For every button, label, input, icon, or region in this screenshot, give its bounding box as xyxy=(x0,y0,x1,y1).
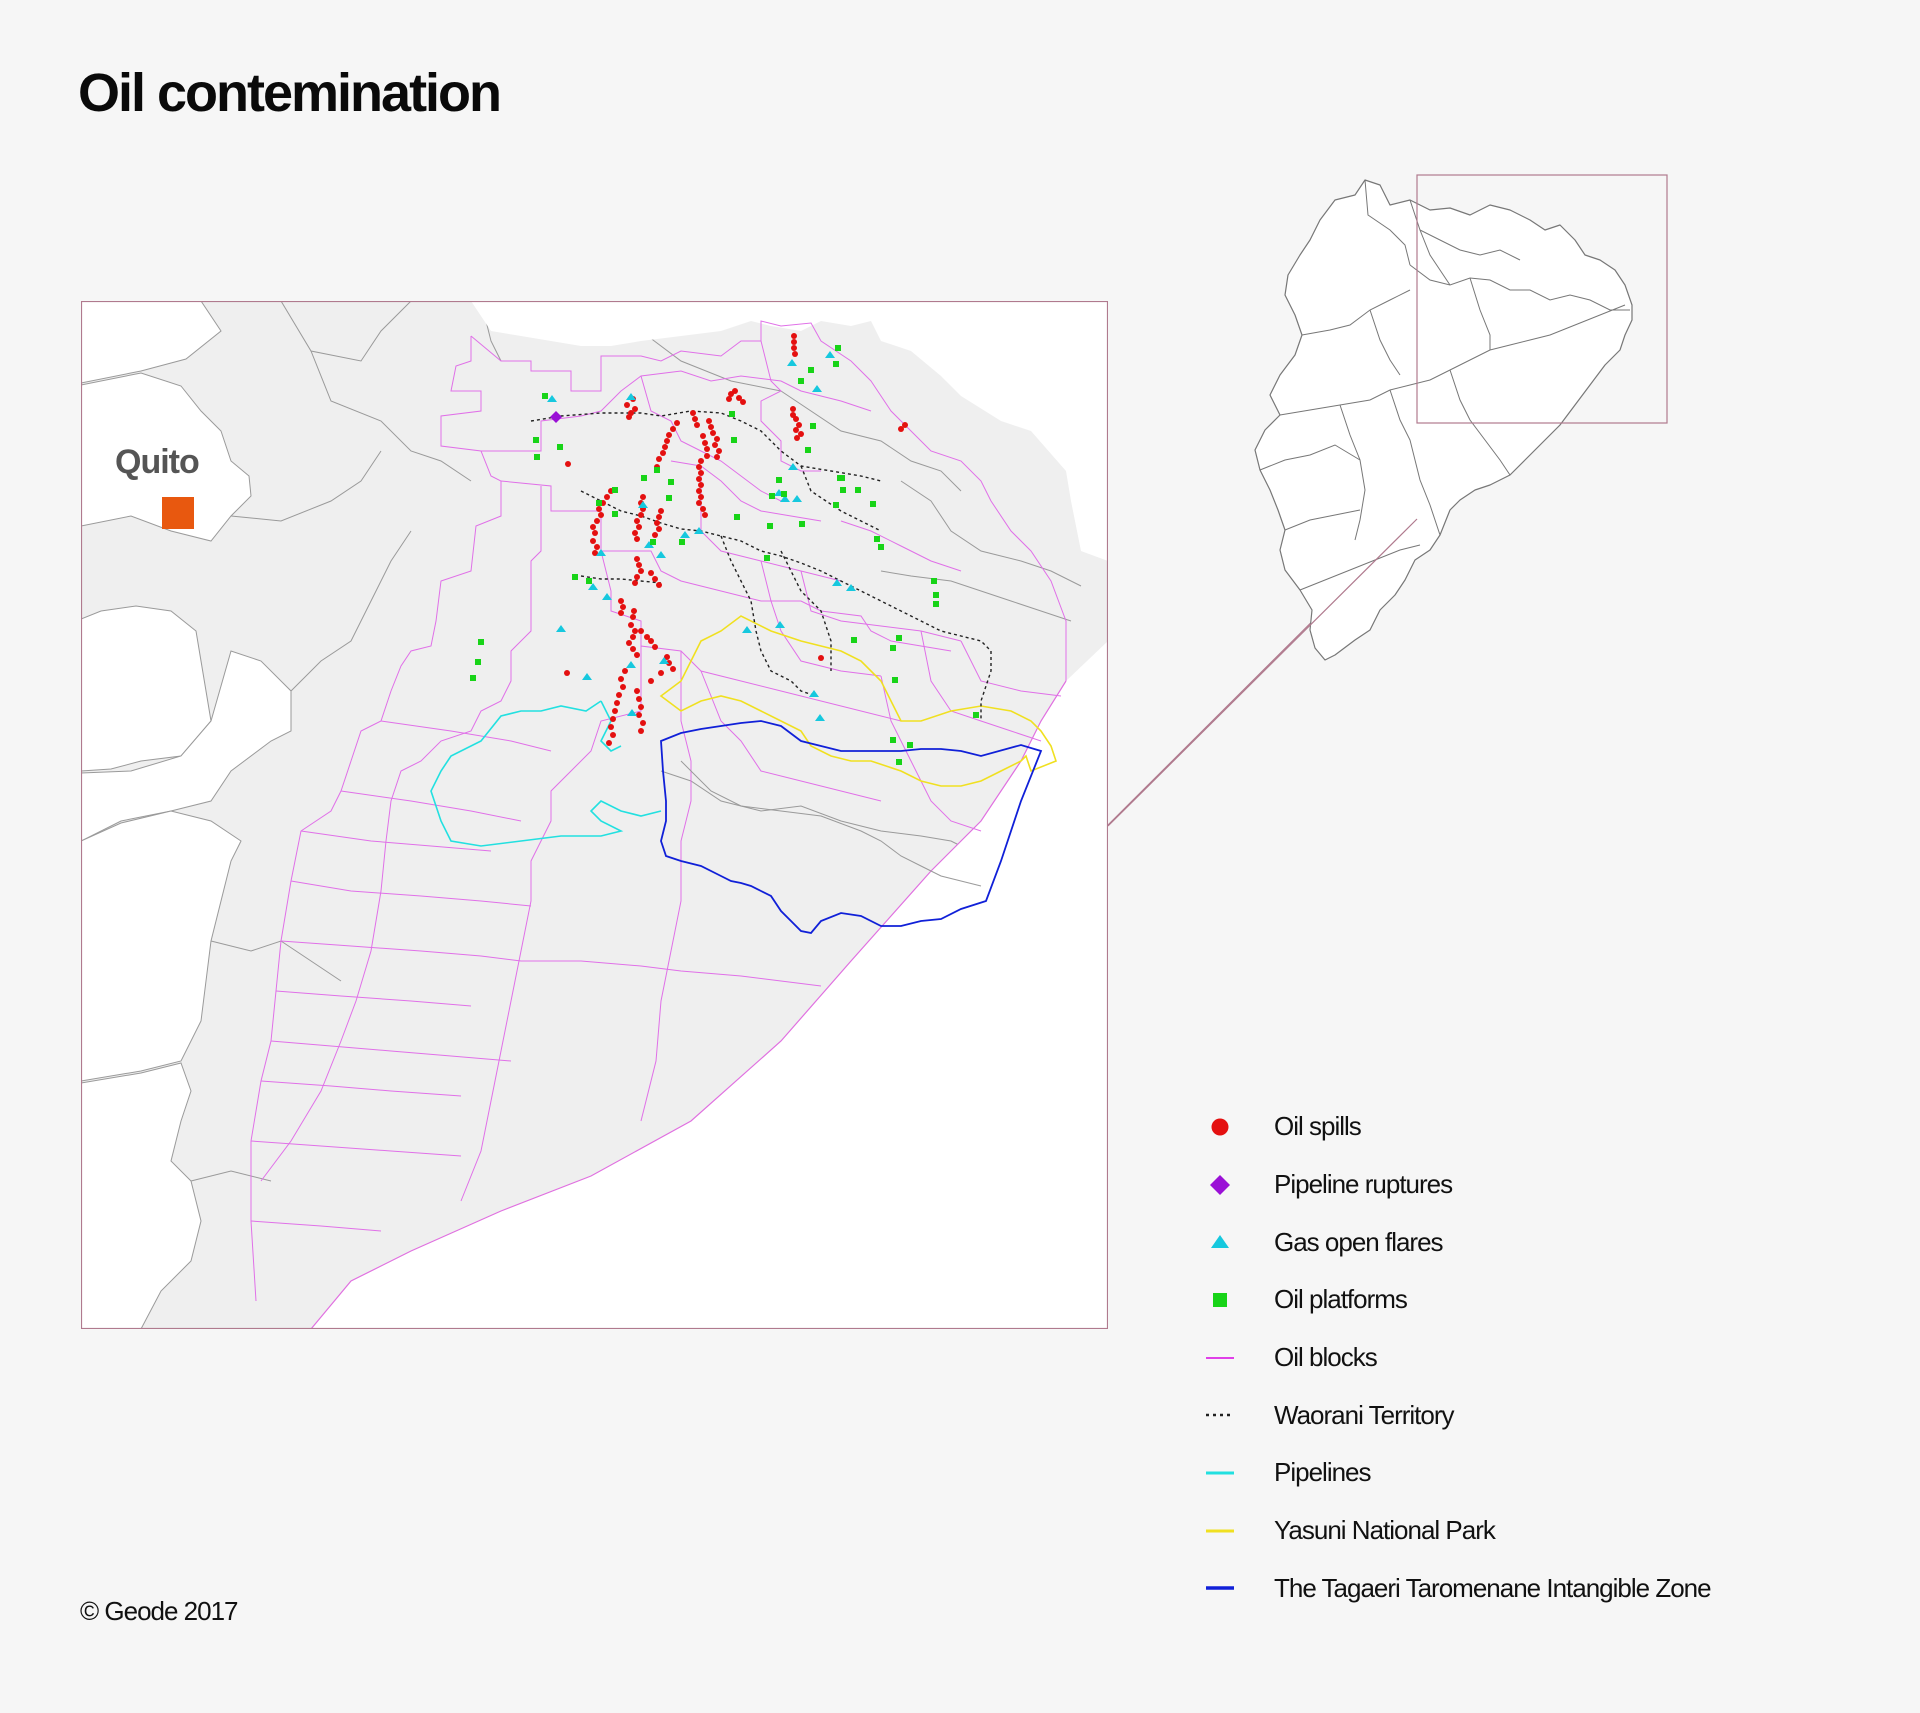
gas-open-flares xyxy=(547,351,856,721)
legend-label: Yasuni National Park xyxy=(1274,1515,1496,1546)
legend-item-gas-open-flares: Gas open flares xyxy=(1200,1213,1900,1271)
oil-spills xyxy=(564,333,908,746)
legend-label: Gas open flares xyxy=(1274,1226,1444,1257)
legend-label: Oil blocks xyxy=(1274,1342,1378,1373)
map-legend: Oil spills Pipeline ruptures Gas open fl… xyxy=(1200,1098,1900,1617)
legend-label: Waorani Territory xyxy=(1274,1399,1454,1430)
tagaeri-line-icon xyxy=(1200,1573,1240,1603)
oil-spill-icon xyxy=(1200,1112,1240,1142)
legend-item-yasuni: Yasuni National Park xyxy=(1200,1502,1900,1560)
legend-label: The Tagaeri Taromenane Intangible Zone xyxy=(1274,1572,1712,1603)
oil-platform-icon xyxy=(1200,1285,1240,1315)
pipelines xyxy=(430,700,662,847)
waorani-territory xyxy=(530,410,992,721)
oil-blocks-line-icon xyxy=(1200,1343,1240,1373)
legend-item-tagaeri-zone: The Tagaeri Taromenane Intangible Zone xyxy=(1200,1560,1900,1618)
legend-item-oil-spills: Oil spills xyxy=(1200,1098,1900,1156)
legend-item-pipeline-ruptures: Pipeline ruptures xyxy=(1200,1156,1900,1214)
legend-label: Pipeline ruptures xyxy=(1274,1169,1453,1200)
ecuador-provinces xyxy=(1254,179,1633,661)
yasuni-line-icon xyxy=(1200,1516,1240,1546)
pipeline-rupture-marker xyxy=(550,411,562,423)
legend-item-pipelines: Pipelines xyxy=(1200,1444,1900,1502)
inset-map[interactable] xyxy=(1240,160,1760,700)
legend-item-oil-platforms: Oil platforms xyxy=(1200,1271,1900,1329)
river-line xyxy=(680,760,982,887)
legend-label: Pipelines xyxy=(1274,1457,1372,1488)
oil-platforms xyxy=(470,345,979,765)
inset-extent-box xyxy=(1416,174,1668,424)
tagaeri-taromenane-zone xyxy=(660,720,1043,934)
quito-label: Quito xyxy=(115,443,199,481)
legend-item-waorani-territory: Waorani Territory xyxy=(1200,1386,1900,1444)
legend-item-oil-blocks: Oil blocks xyxy=(1200,1329,1900,1387)
waorani-dotted-line-icon xyxy=(1200,1400,1240,1430)
main-map-frame xyxy=(81,301,1108,1329)
western-provinces xyxy=(81,301,292,1329)
legend-label: Oil platforms xyxy=(1274,1284,1408,1315)
legend-label: Oil spills xyxy=(1274,1111,1362,1142)
pipeline-line-icon xyxy=(1200,1458,1240,1488)
quito-marker[interactable] xyxy=(162,497,194,529)
oil-blocks xyxy=(250,320,1067,1302)
copyright-credit: © Geode 2017 xyxy=(80,1596,239,1626)
main-map[interactable]: Quito xyxy=(81,301,1108,1329)
pipeline-rupture-icon xyxy=(1200,1170,1240,1200)
yasuni-national-park xyxy=(659,615,1057,787)
northern-white-area xyxy=(471,301,1108,561)
map-title: Oil contemination xyxy=(78,63,502,123)
southern-white-area xyxy=(311,641,1108,1329)
gas-flare-icon xyxy=(1200,1227,1240,1257)
